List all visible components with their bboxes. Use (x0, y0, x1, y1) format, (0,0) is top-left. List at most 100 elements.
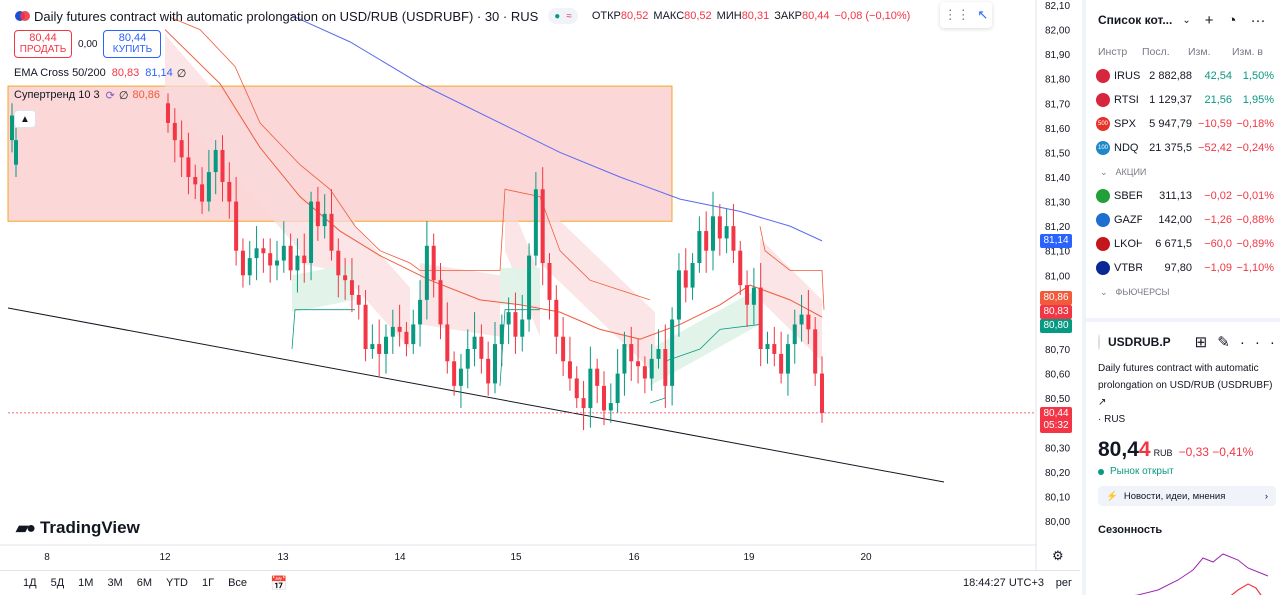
more-icon[interactable]: ··· (1250, 11, 1266, 29)
watchlist-row[interactable]: VTBR 97,80 −1,09 −1,10% (1086, 256, 1280, 280)
calendar-icon[interactable]: 📅 (270, 574, 288, 591)
candle-body (772, 344, 777, 354)
details-symbol[interactable]: USDRUB.P (1108, 335, 1171, 349)
price-tick-label: 80,00 (1045, 517, 1070, 528)
candle-body (261, 248, 266, 254)
settings-gear-icon[interactable]: ⚙ (1052, 548, 1064, 563)
market-status: Рынок открыт (1098, 466, 1276, 477)
indicator-name: EMA Cross 50/200 (14, 67, 106, 79)
candle-body (731, 226, 736, 251)
col-symbol[interactable]: Инстр (1098, 46, 1128, 58)
candle-body (200, 184, 205, 202)
candle-body (452, 361, 457, 386)
watchlist-body: IRUS 2 882,88 42,54 1,50% RTSI 1 129,37 21,56 1… (1086, 64, 1280, 304)
grid-icon[interactable]: ⊞ (1194, 334, 1218, 351)
tradingview-logo[interactable]: ▰● TradingView (16, 518, 140, 538)
advanced-view-icon[interactable]: ◔ (1227, 11, 1237, 29)
candle-body (186, 157, 191, 177)
range-button-1М[interactable]: 1М (78, 577, 94, 589)
range-button-1Г[interactable]: 1Г (202, 577, 215, 589)
market-status-tag[interactable]: ● ≈ (548, 8, 578, 24)
watchlist-row[interactable]: SBER 311,13 −0,02 −0,01% (1086, 184, 1280, 208)
chart-canvas[interactable]: 82,10 82,00 81,90 81,80 81,70 81,60 81,50 81,40… (0, 0, 1080, 570)
clock[interactable]: 18:44:27 UTC+3 (962, 577, 1044, 589)
supertrend-down-fill (300, 201, 355, 276)
range-button-1Д[interactable]: 1Д (23, 577, 37, 589)
candle-body (547, 263, 552, 300)
indicator-supertrend[interactable]: Супертренд 10 3 ⟳ ∅ 80,86 (14, 84, 915, 106)
watchlist-section[interactable]: ⌄ АКЦИИ (1086, 160, 1280, 184)
ema50-badge: 80,83 (1040, 305, 1072, 319)
candle-body (745, 285, 750, 305)
candle-body (486, 358, 491, 384)
candle-body (779, 353, 784, 374)
col-last[interactable]: Посл. (1142, 46, 1170, 58)
range-button-3М[interactable]: 3М (107, 577, 123, 589)
details-price: 80,44 (1098, 438, 1151, 462)
na-icon: ∅ (118, 89, 129, 102)
date-tick-label: 19 (743, 552, 755, 563)
price-last-digit: 4 (1138, 438, 1151, 461)
candle-body (206, 172, 211, 202)
collapse-legend-button[interactable]: ▲ (14, 110, 36, 128)
date-tick-label: 13 (277, 552, 289, 563)
watchlist-row[interactable]: GAZP 142,00 −1,26 −0,88% (1086, 208, 1280, 232)
indicator-ema-cross[interactable]: EMA Cross 50/200 80,83 81,14 ∅ (14, 62, 915, 84)
watchlist-row[interactable]: 100 NDQ 21 375,5 −52,42 −0,24% (1086, 136, 1280, 160)
row-chg: −52,42 (1198, 142, 1232, 154)
row-last: 97,80 (1164, 262, 1192, 274)
more-icon[interactable]: ··· (1239, 334, 1275, 351)
seasonality-chart (1134, 553, 1269, 595)
supertrend-line-down (169, 16, 651, 301)
col-change[interactable]: Изм. (1188, 46, 1211, 58)
watchlist-row[interactable]: IRUS 2 882,88 42,54 1,50% (1086, 64, 1280, 88)
chart-area[interactable]: 82,10 82,00 81,90 81,80 81,70 81,60 81,50 81,40… (0, 0, 1080, 595)
range-button-Все[interactable]: Все (228, 577, 248, 589)
flag-icon (1098, 334, 1100, 350)
range-button-6М[interactable]: 6М (136, 577, 152, 589)
col-change-pct[interactable]: Изм. в (1232, 46, 1263, 58)
row-symbol: 100 NDQ (1086, 141, 1142, 155)
chevron-down-icon[interactable]: ⌄ (1182, 14, 1191, 26)
flag-icon (15, 11, 30, 21)
watchlist-row[interactable]: LKOH 6 671,5 −60,0 −0,89% (1086, 232, 1280, 256)
symbol-title[interactable]: Daily futures contract with automatic pr… (34, 8, 539, 24)
candle-body (220, 149, 225, 182)
row-last: 2 882,88 (1149, 70, 1192, 82)
price-main: 80,4 (1098, 438, 1139, 461)
symbol-row[interactable]: Daily futures contract with automatic pr… (14, 6, 915, 26)
external-link-icon[interactable]: ↗ (1098, 397, 1107, 408)
edit-icon[interactable]: ✎ (1217, 334, 1240, 351)
seasonality-title[interactable]: Сезонность (1098, 524, 1163, 536)
cursor-icon[interactable]: ↖ (977, 7, 989, 22)
candle-body (397, 326, 402, 332)
watchlist-title[interactable]: Список кот... (1098, 13, 1173, 27)
watchlist-section[interactable]: ⌄ ФЬЮЧЕРСЫ (1086, 280, 1280, 304)
drag-handle-icon[interactable]: ⋮⋮ (943, 7, 970, 22)
scale-mode[interactable]: рег (1055, 577, 1072, 589)
news-label: Новости, идеи, мнения (1123, 490, 1226, 502)
candle-body (275, 260, 279, 266)
watchlist-row[interactable]: 500 SPX 5 947,79 −10,59 −0,18% (1086, 112, 1280, 136)
supertrend-line-down-2 (759, 226, 825, 310)
candle-body (438, 280, 443, 325)
range-button-YTD[interactable]: YTD (166, 577, 188, 589)
row-chgp: 1,50% (1242, 70, 1274, 82)
sell-button[interactable]: 80,44 ПРОДАТЬ (14, 30, 72, 58)
row-last: 21 375,5 (1149, 142, 1192, 154)
row-chgp: −1,10% (1236, 262, 1274, 274)
add-icon[interactable]: + (1204, 11, 1214, 29)
symbol-text: VTBR (1114, 262, 1142, 274)
ema200-badge: 81,14 (1040, 234, 1072, 248)
candle-body (445, 324, 450, 362)
candle-body (622, 344, 627, 374)
candle-body (820, 373, 824, 413)
range-button-5Д[interactable]: 5Д (50, 577, 65, 589)
symbol-logo-icon: 500 (1096, 117, 1110, 131)
buy-button[interactable]: 80,44 КУПИТЬ (103, 30, 162, 58)
candle-body (479, 336, 484, 359)
candle-body (302, 255, 307, 263)
symbol-text: RTSI (1114, 94, 1139, 106)
news-button[interactable]: ⚡ Новости, идеи, мнения › (1098, 486, 1276, 506)
watchlist-row[interactable]: RTSI 1 129,37 21,56 1,95% (1086, 88, 1280, 112)
